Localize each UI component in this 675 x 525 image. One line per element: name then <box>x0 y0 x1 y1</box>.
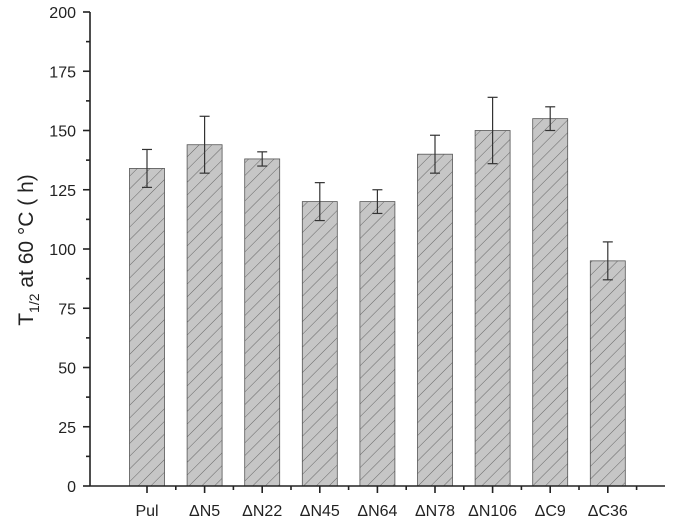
y-axis-label-rest: at 60 °C ( h) <box>15 174 38 293</box>
bar <box>417 153 453 487</box>
y-tick-label: 0 <box>67 479 76 496</box>
bar <box>474 130 511 487</box>
y-axis-label-base: T <box>15 313 38 326</box>
x-tick-label: ΔC9 <box>535 503 566 520</box>
y-axis-label: T1/2 at 60 °C ( h) <box>15 174 42 326</box>
y-tick-label: 150 <box>49 124 76 141</box>
bar <box>589 260 626 487</box>
bars-group <box>129 118 626 487</box>
x-tick-label: ΔC36 <box>588 503 628 520</box>
bar <box>186 144 223 487</box>
y-tick-label: 75 <box>58 301 76 318</box>
bar <box>244 158 281 487</box>
bar <box>301 201 338 487</box>
y-tick-label: 175 <box>49 64 76 81</box>
x-tick-label: ΔN106 <box>468 503 517 520</box>
x-tick-label: ΔN22 <box>242 503 282 520</box>
bar <box>359 201 396 487</box>
bar <box>129 168 165 487</box>
y-axis-label-subscript: 1/2 <box>26 293 42 313</box>
x-tick-label: Pul <box>135 503 158 520</box>
y-tick-label: 125 <box>49 183 76 200</box>
x-tick-label: ΔN78 <box>415 503 455 520</box>
bar <box>532 118 569 487</box>
y-tick-label: 25 <box>58 420 76 437</box>
x-tick-label: ΔN64 <box>357 503 397 520</box>
y-tick-label: 50 <box>58 361 76 378</box>
y-ticks-group: 0 25 50 75 100 125 150 175 200 <box>49 5 90 496</box>
x-tick-label: ΔN5 <box>189 503 220 520</box>
y-tick-label: 200 <box>49 5 76 22</box>
error-bars-group <box>142 96 613 281</box>
x-ticks-group: Pul ΔN5 ΔN22 ΔN45 ΔN64 ΔN78 ΔN106 ΔC9 ΔC36 <box>135 486 638 520</box>
y-tick-label: 100 <box>49 242 76 259</box>
x-tick-label: ΔN45 <box>300 503 340 520</box>
